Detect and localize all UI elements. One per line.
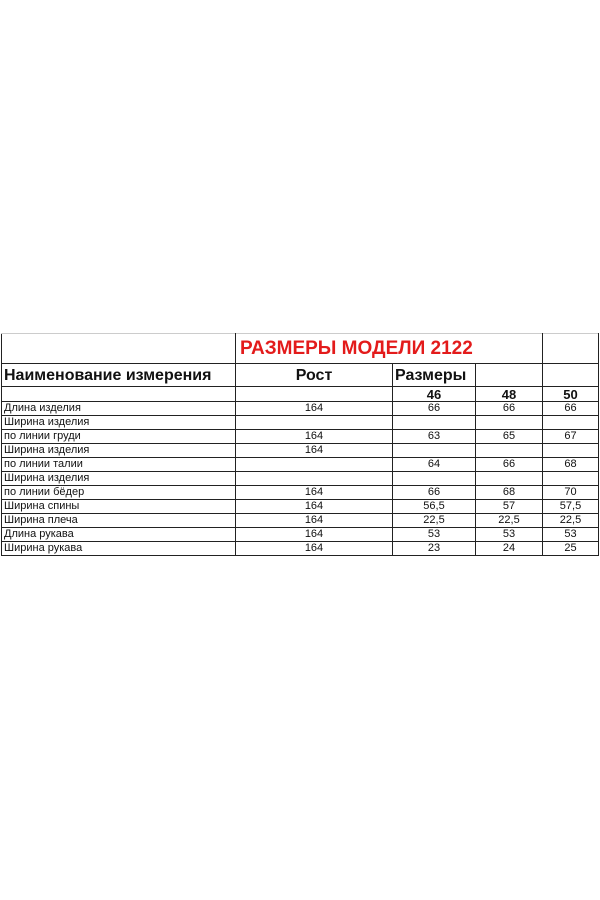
height-value: 164 [235, 513, 393, 528]
value-50: 25 [542, 541, 600, 556]
value-48: 65 [474, 429, 544, 444]
height-value: 164 [235, 401, 393, 416]
value-50: 68 [542, 457, 600, 472]
measurement-name: Ширина рукава [1, 541, 236, 556]
empty-cell [474, 363, 544, 387]
value-48: 24 [474, 541, 544, 556]
sizes-row: 46 48 50 [1, 386, 600, 402]
value-46: 66 [392, 485, 476, 500]
table-row: Ширина плеча 164 22,5 22,5 22,5 [1, 513, 600, 528]
measurement-name: Ширина изделия [1, 415, 236, 430]
value-48 [474, 443, 544, 458]
empty-cell [1, 386, 236, 402]
height-value [235, 457, 393, 472]
table-row: Длина рукава 164 53 53 53 [1, 527, 600, 542]
table-row: Длина изделия 164 66 66 66 [1, 401, 600, 416]
value-46: 53 [392, 527, 476, 542]
table-row: по линии талии 64 66 68 [1, 457, 600, 472]
measurement-name: Длина рукава [1, 527, 236, 542]
value-48: 53 [474, 527, 544, 542]
table-title: РАЗМЕРЫ МОДЕЛИ 2122 [234, 333, 544, 364]
value-50: 67 [542, 429, 600, 444]
value-46 [392, 471, 476, 486]
size-50: 50 [542, 386, 600, 402]
value-46 [392, 443, 476, 458]
table-row: Ширина изделия [1, 415, 600, 430]
value-46 [392, 415, 476, 430]
value-50: 66 [542, 401, 600, 416]
table-row: Ширина рукава 164 23 24 25 [1, 541, 600, 556]
measurement-name: по линии талии [1, 457, 236, 472]
measurement-name: Ширина изделия [1, 471, 236, 486]
value-46: 23 [392, 541, 476, 556]
measurement-name: Ширина плеча [1, 513, 236, 528]
title-row: РАЗМЕРЫ МОДЕЛИ 2122 [1, 333, 600, 364]
header-row: Наименование измерения Рост Размеры [1, 363, 600, 387]
table-row: Ширина спины 164 56,5 57 57,5 [1, 499, 600, 514]
measurement-name: по линии груди [1, 429, 236, 444]
measurement-name: Ширина спины [1, 499, 236, 514]
table-row: Ширина изделия [1, 471, 600, 486]
value-50 [542, 443, 600, 458]
height-value: 164 [235, 443, 393, 458]
table-row: по линии груди 164 63 65 67 [1, 429, 600, 444]
empty-cell [542, 333, 600, 364]
empty-cell [1, 333, 236, 364]
value-50 [542, 415, 600, 430]
table-row: по линии бёдер 164 66 68 70 [1, 485, 600, 500]
value-48: 66 [474, 401, 544, 416]
table-row: Ширина изделия 164 [1, 443, 600, 458]
size-48: 48 [474, 386, 544, 402]
value-48: 66 [474, 457, 544, 472]
size-table: РАЗМЕРЫ МОДЕЛИ 2122 Наименование измерен… [1, 333, 600, 556]
height-value [235, 471, 393, 486]
value-48: 68 [474, 485, 544, 500]
value-46: 22,5 [392, 513, 476, 528]
measurement-name: по линии бёдер [1, 485, 236, 500]
height-value: 164 [235, 429, 393, 444]
size-46: 46 [392, 386, 476, 402]
value-50: 57,5 [542, 499, 600, 514]
value-48: 22,5 [474, 513, 544, 528]
height-value: 164 [235, 527, 393, 542]
value-48: 57 [474, 499, 544, 514]
value-50: 53 [542, 527, 600, 542]
value-48 [474, 471, 544, 486]
height-value: 164 [235, 499, 393, 514]
empty-cell [542, 363, 600, 387]
empty-cell [235, 386, 393, 402]
header-sizes: Размеры [392, 363, 476, 387]
measurement-name: Ширина изделия [1, 443, 236, 458]
header-name: Наименование измерения [1, 363, 236, 387]
height-value: 164 [235, 485, 393, 500]
value-46: 64 [392, 457, 476, 472]
value-46: 66 [392, 401, 476, 416]
height-value [235, 415, 393, 430]
header-height: Рост [235, 363, 393, 387]
value-50 [542, 471, 600, 486]
height-value: 164 [235, 541, 393, 556]
value-50: 22,5 [542, 513, 600, 528]
value-46: 56,5 [392, 499, 476, 514]
value-50: 70 [542, 485, 600, 500]
measurement-name: Длина изделия [1, 401, 236, 416]
value-46: 63 [392, 429, 476, 444]
value-48 [474, 415, 544, 430]
